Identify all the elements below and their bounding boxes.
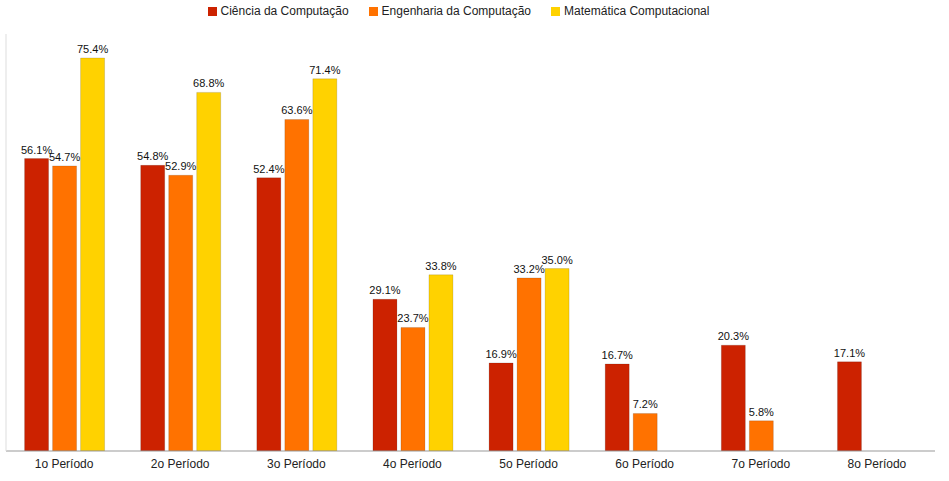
svg-text:33.8%: 33.8% (425, 260, 456, 272)
svg-text:5o Período: 5o Período (499, 457, 558, 471)
html-text:Engenharia da Computação: Engenharia da Computação (381, 4, 531, 18)
svg-text:68.8%: 68.8% (193, 77, 224, 89)
svg-text:7o Período: 7o Período (731, 457, 790, 471)
svg-text:35.0%: 35.0% (541, 254, 572, 266)
svg-text:5.8%: 5.8% (749, 406, 774, 418)
html-text:Ciência da Computação: Ciência da Computação (220, 4, 349, 18)
svg-text:52.4%: 52.4% (253, 163, 284, 175)
svg-text:4o Período: 4o Período (383, 457, 442, 471)
svg-text:3o Período: 3o Período (267, 457, 326, 471)
svg-text:16.7%: 16.7% (602, 349, 633, 361)
svg-text:8o Período: 8o Período (848, 457, 907, 471)
svg-text:29.1%: 29.1% (369, 284, 400, 296)
svg-text:2o Período: 2o Período (151, 457, 210, 471)
svg-text:75.4%: 75.4% (77, 43, 108, 55)
svg-text:63.6%: 63.6% (281, 104, 312, 116)
svg-text:23.7%: 23.7% (397, 312, 428, 324)
svg-text:6o Período: 6o Período (615, 457, 674, 471)
svg-text:17.1%: 17.1% (834, 347, 865, 359)
svg-text:54.8%: 54.8% (137, 150, 168, 162)
svg-text:20.3%: 20.3% (718, 330, 749, 342)
svg-text:56.1%: 56.1% (21, 144, 52, 156)
svg-text:71.4%: 71.4% (309, 64, 340, 76)
svg-text:52.9%: 52.9% (165, 160, 196, 172)
svg-text:1o Período: 1o Período (35, 457, 94, 471)
html-text:Matemática Computacional: Matemática Computacional (564, 4, 710, 18)
svg-text:54.7%: 54.7% (49, 151, 80, 163)
svg-text:33.2%: 33.2% (513, 263, 544, 275)
svg-text:7.2%: 7.2% (633, 398, 658, 410)
svg-text:16.9%: 16.9% (485, 348, 516, 360)
